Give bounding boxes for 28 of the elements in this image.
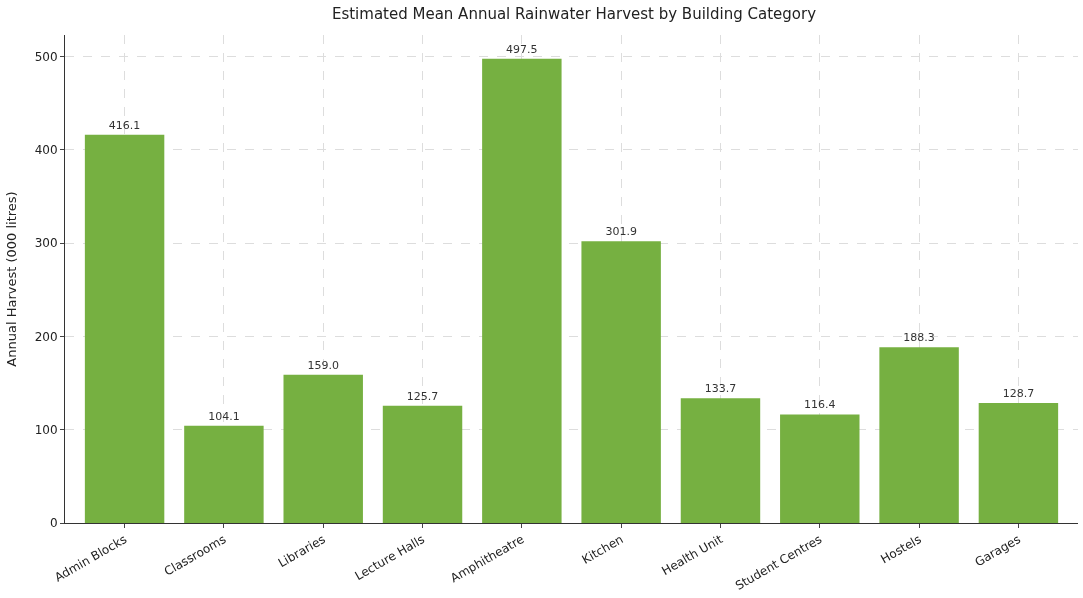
bar (382, 405, 463, 523)
data-label: 133.7 (704, 382, 737, 396)
y-tick-label: 400 (34, 142, 58, 157)
data-label: 301.9 (605, 225, 637, 239)
data-label: 497.5 (506, 42, 538, 56)
y-tick-label: 200 (34, 329, 58, 344)
bar (581, 241, 661, 523)
y-tick-label: 300 (34, 236, 58, 251)
bar (780, 414, 860, 523)
data-label: 125.7 (406, 389, 439, 403)
bar (184, 425, 264, 523)
bar (482, 58, 562, 523)
data-label: 104.1 (208, 409, 240, 423)
bar (978, 402, 1059, 523)
y-tick-label: 0 (49, 516, 58, 531)
data-label: 128.7 (1002, 386, 1035, 400)
data-label: 416.1 (108, 118, 141, 132)
bar (84, 134, 165, 523)
data-label: 159.0 (307, 358, 339, 372)
y-tick-label: 100 (34, 422, 58, 437)
bar (680, 398, 761, 523)
bar (283, 374, 363, 523)
bar (879, 347, 959, 523)
y-tick-label: 500 (34, 49, 58, 64)
data-label: 188.3 (903, 331, 935, 345)
data-label: 116.4 (804, 398, 836, 412)
chart-title: Estimated Mean Annual Rainwater Harvest by Building Category (331, 5, 817, 24)
y-axis-title: Annual Harvest (000 litres) (3, 191, 19, 367)
